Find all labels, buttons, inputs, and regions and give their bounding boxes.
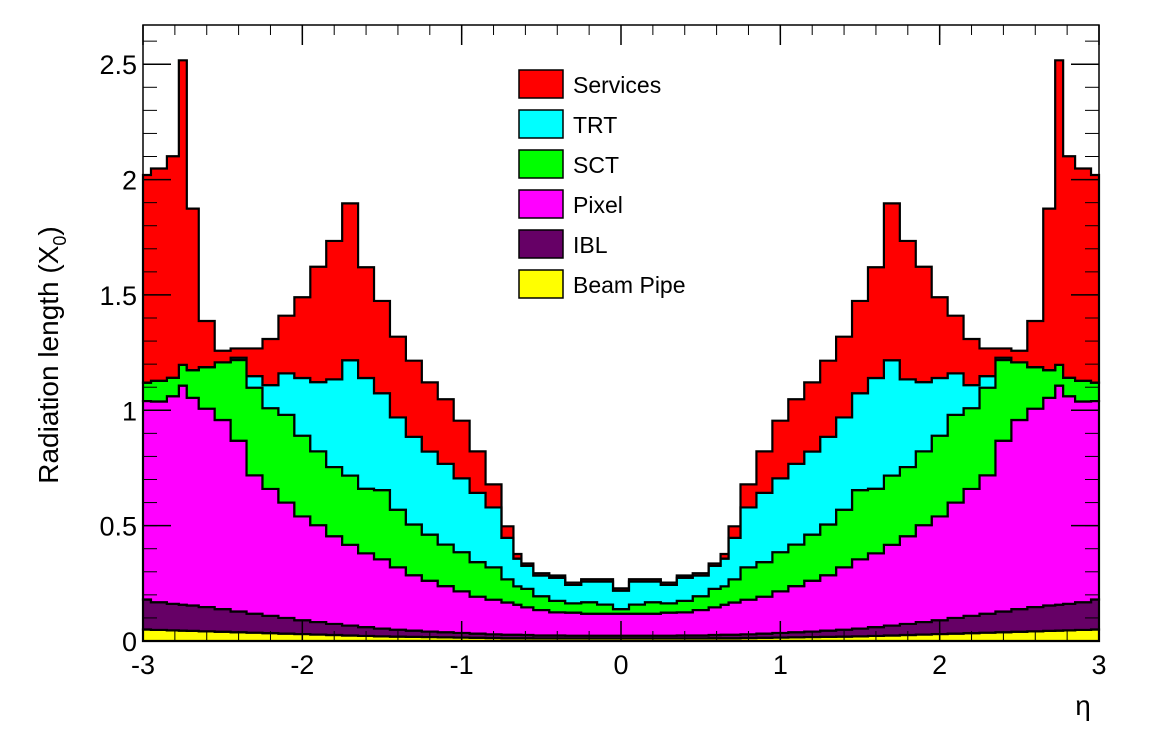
- legend-swatch-beam-pipe: [518, 269, 564, 299]
- y-axis-title-suffix: ): [33, 226, 64, 235]
- x-tick-label: 3: [1091, 650, 1106, 680]
- x-tick-label: 0: [613, 650, 628, 680]
- legend-label-sct: SCT: [573, 152, 619, 178]
- x-tick-label: 1: [773, 650, 788, 680]
- axis-ticks: [142, 25, 1100, 642]
- y-tick-label: 2.5: [99, 50, 137, 80]
- y-tick-label: 2: [122, 166, 137, 196]
- legend-label-ibl: IBL: [573, 232, 608, 258]
- legend-label-trt: TRT: [573, 112, 617, 138]
- y-tick-label: 0.5: [99, 512, 137, 542]
- y-axis-title-subscript: 0: [50, 236, 70, 246]
- legend: Services TRT SCT Pixel IBL Beam Pipe: [518, 69, 686, 299]
- x-tick-label: -3: [131, 650, 155, 680]
- x-tick-label: -2: [290, 650, 314, 680]
- y-axis-title-main: Radiation length (X: [33, 245, 64, 483]
- tick-labels: -3 -2 -1 0 1 2 3 0 0.5 1 1.5 2 2.5: [99, 50, 1106, 680]
- legend-label-pixel: Pixel: [573, 192, 623, 218]
- y-tick-label: 1.5: [99, 281, 137, 311]
- legend-swatch-ibl: [518, 229, 564, 259]
- y-tick-label: 0: [122, 627, 137, 657]
- x-tick-label: -1: [450, 650, 474, 680]
- legend-swatch-sct: [518, 149, 564, 179]
- legend-swatch-trt: [518, 109, 564, 139]
- y-axis-title: Radiation length (X0): [33, 226, 70, 484]
- legend-label-beam-pipe: Beam Pipe: [573, 272, 686, 298]
- plot-areas: [141, 59, 1101, 643]
- legend-label-services: Services: [573, 72, 661, 98]
- x-axis-title: η: [1075, 690, 1091, 721]
- y-tick-label: 1: [122, 396, 137, 426]
- x-tick-label: 2: [932, 650, 947, 680]
- area-series-services: [141, 59, 1101, 592]
- legend-swatch-pixel: [518, 189, 564, 219]
- legend-swatch-services: [518, 69, 564, 99]
